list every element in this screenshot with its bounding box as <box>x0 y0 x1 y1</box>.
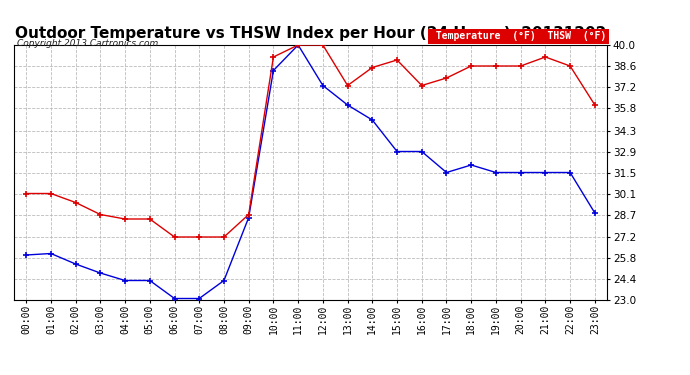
Title: Outdoor Temperature vs THSW Index per Hour (24 Hours)  20131202: Outdoor Temperature vs THSW Index per Ho… <box>14 26 607 41</box>
Text: Temperature  (°F)  THSW  (°F): Temperature (°F) THSW (°F) <box>431 31 607 41</box>
Text: Copyright 2013 Cartronics.com: Copyright 2013 Cartronics.com <box>17 39 159 48</box>
Text: THSW  (°F): THSW (°F) <box>548 31 607 41</box>
